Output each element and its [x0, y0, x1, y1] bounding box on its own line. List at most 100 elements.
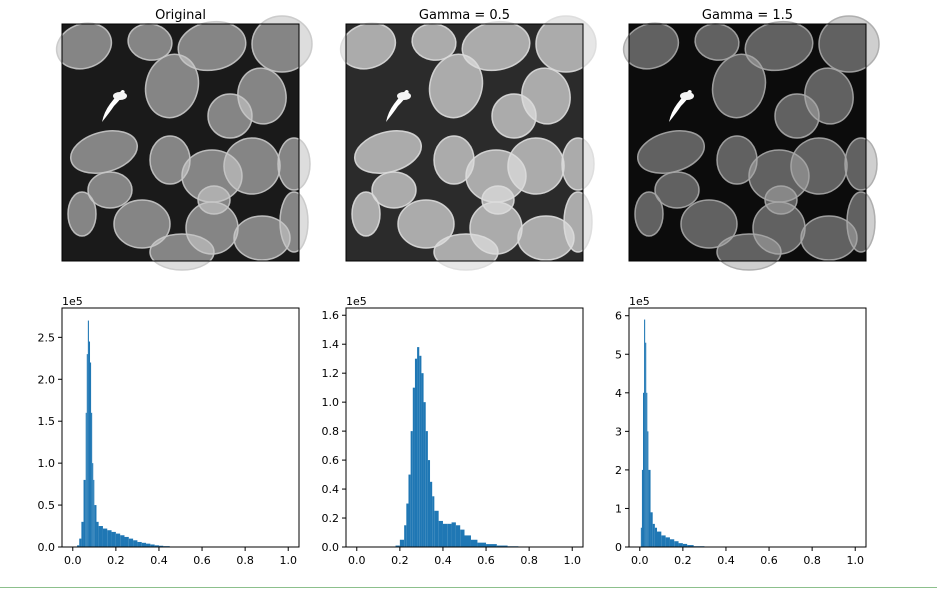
cell-nucleus [711, 53, 767, 119]
bright-cell [397, 92, 411, 100]
cell-nucleus [818, 15, 880, 73]
cell-nucleus [397, 199, 455, 249]
y-tick-label: 4 [615, 387, 622, 400]
y-tick-label: 1.2 [322, 367, 340, 380]
cell-nucleus [251, 15, 313, 73]
histogram-bar [93, 479, 95, 547]
histogram-bar [115, 533, 121, 547]
histogram-bar [150, 544, 155, 547]
cell-nucleus [561, 137, 595, 191]
histogram-bar [124, 536, 129, 547]
cell-nucleus [680, 199, 738, 249]
cell-nucleus [351, 191, 381, 237]
x-tick-label: 0.0 [348, 554, 366, 567]
image-panel-gamma-0-5: Gamma = 0.5 [339, 8, 597, 271]
histogram-bar [414, 358, 418, 547]
image-panel-original: Original [55, 8, 313, 271]
cell-nucleus [844, 137, 878, 191]
histogram-bar [137, 541, 142, 547]
y-tick-label: 2.0 [38, 373, 56, 386]
image-frame [628, 23, 867, 262]
histogram-bar [81, 521, 84, 547]
histogram-bar [421, 373, 424, 547]
histogram-bar [94, 505, 97, 547]
histogram-bar [408, 474, 411, 547]
y-tick-label: 0.0 [38, 541, 56, 554]
histogram-bar [92, 463, 94, 547]
histogram-bar [399, 539, 405, 547]
cell-nucleus [433, 233, 499, 271]
histogram-bar [427, 460, 431, 547]
histogram-bar [643, 392, 645, 547]
histogram-bar [464, 535, 471, 547]
x-tick-label: 0.4 [717, 554, 735, 567]
histogram-bar [111, 531, 116, 547]
x-tick-label: 0.6 [760, 554, 778, 567]
histogram-bar [645, 342, 647, 547]
histogram-bar [404, 525, 407, 547]
histogram-bar [85, 412, 87, 547]
histogram-bar [647, 431, 649, 547]
histogram-bar [661, 535, 666, 547]
y-tick-label: 3 [615, 425, 622, 438]
y-tick-label: 6 [615, 310, 622, 323]
histogram-bar [646, 392, 648, 547]
histogram-bar [107, 530, 112, 547]
cell-nucleus [113, 199, 171, 249]
image-frame [345, 23, 584, 262]
histogram-bar [410, 431, 413, 547]
histogram-bar [648, 469, 651, 547]
y-tick-label: 0.0 [322, 541, 340, 554]
x-tick-label: 0.2 [391, 554, 409, 567]
histogram-bar [87, 320, 89, 547]
cell-nucleus [654, 171, 700, 209]
histogram-gamma-1-5: 0.0 0.2 0.4 0.6 0.8 1.0 0 1 2 3 4 5 6 1e5 [615, 295, 867, 567]
histogram-bar [128, 538, 134, 547]
cell-nucleus [634, 191, 664, 237]
histogram-bar [154, 545, 159, 547]
x-tick-label: 0.6 [193, 554, 211, 567]
cell-nucleus [774, 93, 820, 139]
histogram-bar [644, 319, 646, 547]
x-tick-label: 0.0 [631, 554, 649, 567]
panel-title-gamma-1-5: Gamma = 1.5 [702, 8, 793, 23]
cell-nucleus [491, 93, 537, 139]
histogram-bar [641, 469, 644, 547]
y-tick-label: 1.0 [322, 396, 340, 409]
x-tick-label: 1.0 [846, 554, 864, 567]
panel-title-original: Original [155, 8, 206, 23]
histogram-bar [79, 538, 82, 547]
histogram-bar [477, 542, 487, 547]
cell-nucleus [846, 191, 876, 253]
cell-nucleus [339, 22, 397, 70]
x-tick-label: 0.4 [434, 554, 452, 567]
y-tick-label: 2.5 [38, 331, 56, 344]
histogram-bar [674, 541, 679, 547]
histogram-bar [678, 543, 683, 547]
histogram-bar [412, 387, 415, 547]
histogram-bar [425, 431, 428, 547]
histogram-bar [158, 545, 164, 547]
cell-nucleus [277, 137, 311, 191]
x-tick-label: 0.2 [674, 554, 692, 567]
histogram-bar [395, 545, 400, 547]
histogram-bar [98, 526, 103, 547]
histogram-original: 0.0 0.2 0.4 0.6 0.8 1.0 0.0 0.5 1.0 1.5 2.0 2.5 1e5 [38, 295, 300, 567]
histogram-bar [423, 402, 426, 547]
histogram-bar [133, 540, 138, 547]
y-tick-label: 0.8 [322, 425, 340, 438]
image-frame [61, 23, 300, 262]
cell-nucleus [433, 135, 475, 185]
cell-nucleus [149, 233, 215, 271]
histogram-bar [102, 528, 108, 547]
histogram-bar [455, 525, 461, 547]
histogram-bar [432, 496, 435, 547]
y-tick-label: 1 [615, 502, 622, 515]
cell-nucleus [461, 20, 531, 72]
y-tick-label: 0.6 [322, 454, 340, 467]
histogram-bar [406, 503, 409, 547]
cell-nucleus [67, 191, 97, 237]
histogram-bar [146, 543, 151, 547]
y-tick-label: 5 [615, 348, 622, 361]
histogram-bar [669, 539, 675, 547]
